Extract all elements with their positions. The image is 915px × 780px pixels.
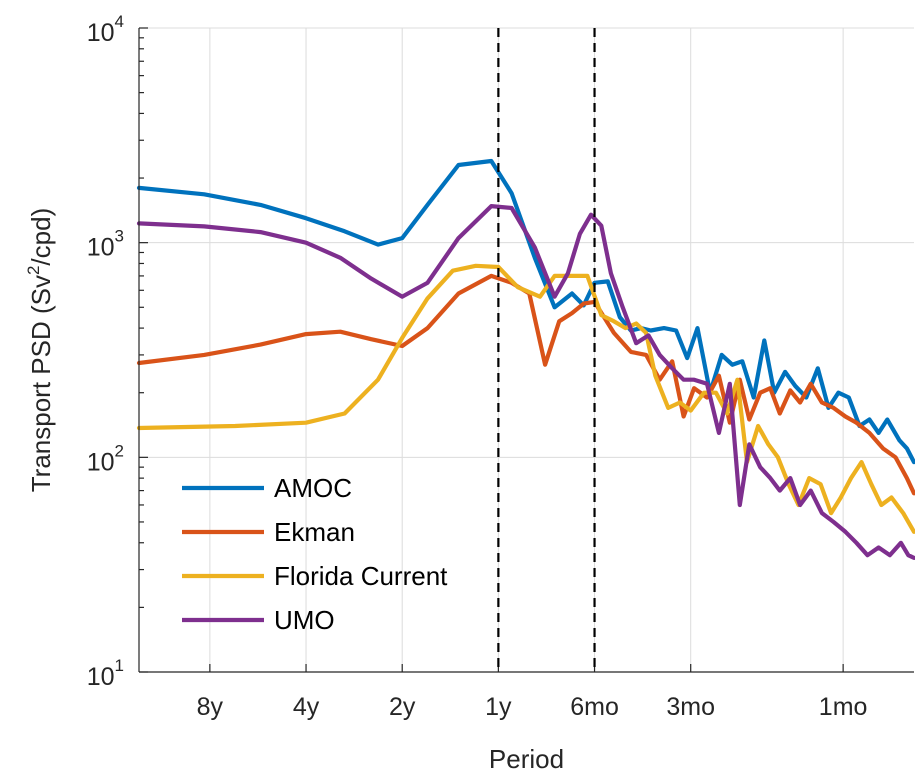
legend-label: UMO (274, 605, 335, 635)
x-tick-label-4y: 4y (293, 693, 320, 721)
legend-item-florida-current: Florida Current (182, 561, 448, 591)
y-tick-label-10: 101 (87, 656, 124, 691)
x-tick-label-8y: 8y (197, 693, 224, 721)
legend-item-amoc: AMOC (182, 473, 352, 503)
y-tick-label-10000: 104 (87, 12, 124, 47)
legend-item-ekman: Ekman (182, 517, 355, 547)
reference-lines (497, 28, 596, 672)
series-line-umo (136, 204, 915, 561)
y-tick-label-100: 102 (87, 441, 124, 476)
legend-label: Ekman (274, 517, 355, 547)
tick-labels: 8y 4y 2y 1y 6mo 3mo 1mo 101 102 103 104 (87, 12, 868, 721)
legend-item-umo: UMO (182, 605, 335, 635)
x-tick-label-1mo: 1mo (819, 693, 868, 721)
series-lines (136, 158, 915, 561)
y-axis-label: Transport PSD (Sv2/cpd) (24, 208, 56, 493)
legend-label: Florida Current (274, 561, 448, 591)
legend: AMOC Ekman Florida Current UMO (182, 473, 448, 635)
series-line-florida-current (136, 263, 915, 534)
x-axis-label: Period (489, 744, 564, 774)
axes (138, 27, 914, 673)
x-tick-label-3mo: 3mo (666, 693, 715, 721)
y-tick-label-1000: 103 (87, 227, 124, 262)
x-tick-label-2y: 2y (389, 693, 416, 721)
series-line-amoc (136, 158, 915, 465)
series-line-ekman (136, 273, 915, 496)
x-tick-label-6mo: 6mo (570, 693, 619, 721)
axis-labels: Period Transport PSD (Sv2/cpd) (24, 208, 564, 774)
legend-label: AMOC (274, 473, 352, 503)
x-tick-label-1y: 1y (485, 693, 512, 721)
